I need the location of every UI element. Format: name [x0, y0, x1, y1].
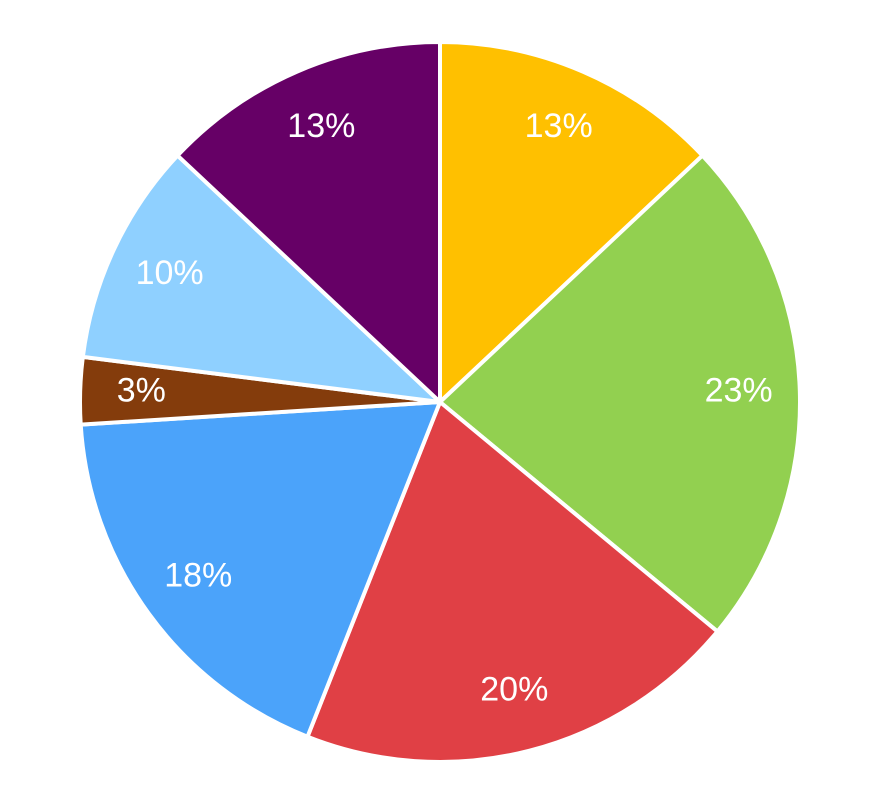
pie-slice: [80, 153, 442, 404]
pie-slice: [78, 400, 442, 739]
pie-slice: [305, 400, 720, 764]
data-label: 13%: [525, 107, 593, 145]
data-label: 3%: [117, 372, 166, 410]
pie-slice: [438, 40, 705, 404]
data-label: 10%: [136, 254, 204, 292]
data-label: 23%: [705, 372, 773, 410]
data-label: 13%: [287, 107, 355, 145]
data-label: 18%: [164, 557, 232, 595]
pie-slice: [175, 40, 442, 404]
data-label: 20%: [480, 670, 548, 708]
pie-slice: [438, 153, 802, 634]
